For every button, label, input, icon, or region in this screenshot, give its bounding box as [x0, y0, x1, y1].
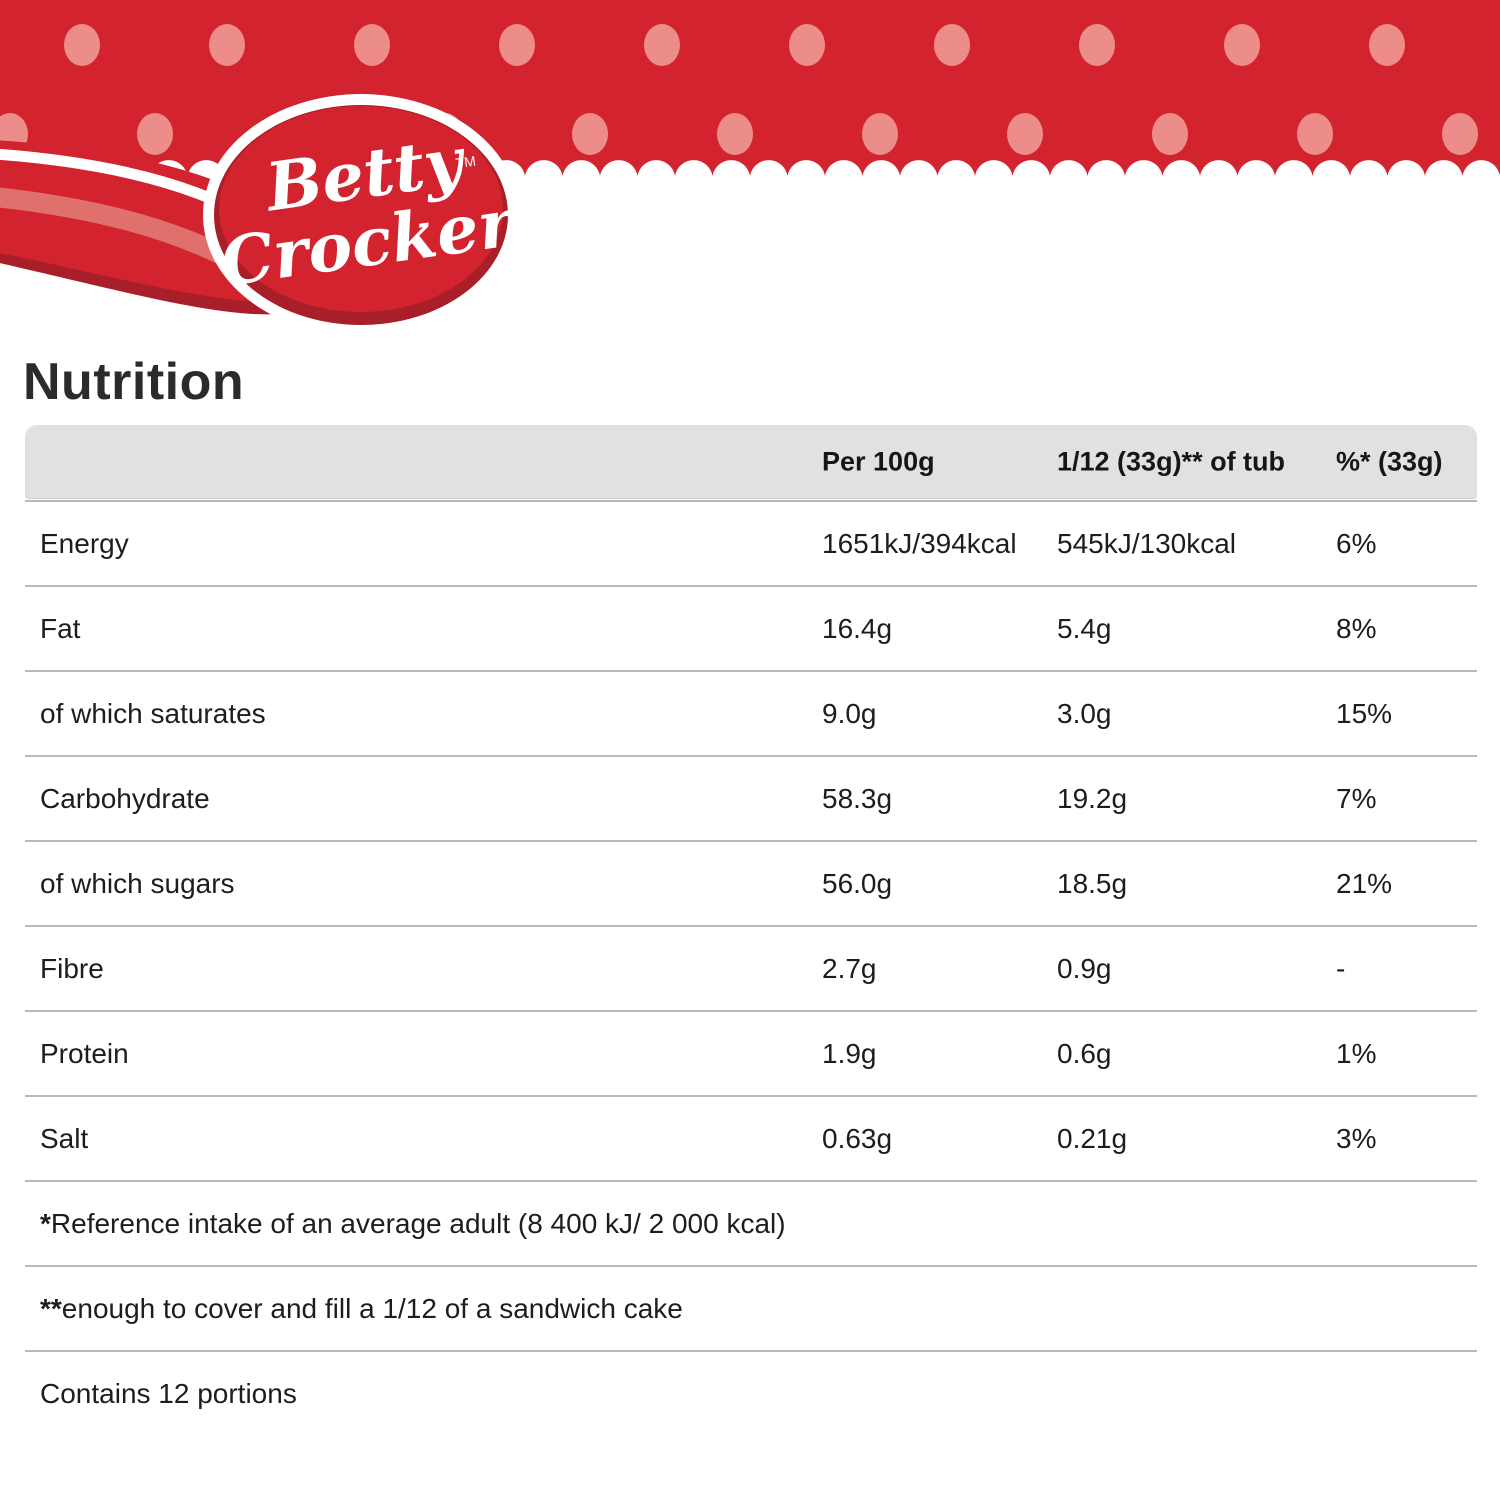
table-row: of which sugars 56.0g 18.5g 21%: [25, 840, 1477, 925]
table-footnotes: *Reference intake of an average adult (8…: [25, 1180, 1477, 1435]
value-per-100g: 0.63g: [822, 1122, 893, 1154]
nutrient-label: Energy: [40, 527, 129, 559]
value-ri-percent: 3%: [1336, 1122, 1377, 1154]
table-header-row: Per 100g 1/12 (33g)** of tub %* (33g): [25, 425, 1477, 498]
value-ri-percent: 6%: [1336, 527, 1377, 559]
value-ri-percent: 15%: [1336, 697, 1393, 729]
value-ri-percent: 7%: [1336, 782, 1377, 814]
footnote-row: **enough to cover and fill a 1/12 of a s…: [25, 1265, 1477, 1350]
table-row: Salt 0.63g 0.21g 3%: [25, 1095, 1477, 1180]
nutrient-label: of which saturates: [40, 697, 266, 729]
footnote-text: *Reference intake of an average adult (8…: [40, 1207, 786, 1239]
brand-banner: Betty TM Crocker: [0, 0, 1500, 336]
footnote-row: Contains 12 portions: [25, 1350, 1477, 1435]
betty-crocker-spoon-logo: Betty TM Crocker: [0, 94, 522, 336]
table-row: of which saturates 9.0g 3.0g 15%: [25, 670, 1477, 755]
value-ri-percent: -: [1336, 952, 1346, 984]
nutrient-label: Carbohydrate: [40, 782, 210, 814]
value-ri-percent: 21%: [1336, 867, 1393, 899]
value-per-100g: 1651kJ/394kcal: [822, 527, 1017, 559]
nutrient-label: Salt: [40, 1122, 89, 1154]
footnote-asterisk: *: [40, 1207, 51, 1239]
column-header-per-100g: Per 100g: [822, 446, 935, 476]
value-ri-percent: 8%: [1336, 612, 1377, 644]
value-per-100g: 9.0g: [822, 697, 877, 729]
footnote-text: **enough to cover and fill a 1/12 of a s…: [40, 1292, 683, 1324]
table-row: Protein 1.9g 0.6g 1%: [25, 1010, 1477, 1095]
footnote-row: *Reference intake of an average adult (8…: [25, 1180, 1477, 1265]
nutrient-label: Protein: [40, 1037, 129, 1069]
spoon-bowl-fill: [219, 106, 503, 312]
table-row: Fibre 2.7g 0.9g -: [25, 925, 1477, 1010]
value-per-portion: 5.4g: [1057, 612, 1112, 644]
nutrient-label: of which sugars: [40, 867, 235, 899]
page-title: Nutrition: [23, 353, 245, 411]
nutrient-label: Fibre: [40, 952, 104, 984]
table-row: Fat 16.4g 5.4g 8%: [25, 585, 1477, 670]
value-per-portion: 0.21g: [1057, 1122, 1128, 1154]
value-per-portion: 19.2g: [1057, 782, 1128, 814]
nutrient-label: Fat: [40, 612, 81, 644]
value-per-100g: 16.4g: [822, 612, 893, 644]
column-header-ri-percent: %* (33g): [1336, 446, 1443, 476]
value-per-100g: 2.7g: [822, 952, 877, 984]
table-row: Energy 1651kJ/394kcal 545kJ/130kcal 6%: [25, 500, 1477, 585]
value-per-portion: 3.0g: [1057, 697, 1112, 729]
footnote-text: Contains 12 portions: [40, 1377, 297, 1409]
nutrition-table: Per 100g 1/12 (33g)** of tub %* (33g) En…: [25, 425, 1477, 1435]
value-per-100g: 56.0g: [822, 867, 893, 899]
polka-dots-pattern: [0, 0, 1500, 158]
value-ri-percent: 1%: [1336, 1037, 1377, 1069]
value-per-portion: 0.9g: [1057, 952, 1112, 984]
value-per-100g: 1.9g: [822, 1037, 877, 1069]
table-row: Carbohydrate 58.3g 19.2g 7%: [25, 755, 1477, 840]
value-per-portion: 545kJ/130kcal: [1057, 527, 1237, 559]
footnote-asterisk: **: [40, 1292, 62, 1324]
value-per-portion: 18.5g: [1057, 867, 1128, 899]
table-body: Energy 1651kJ/394kcal 545kJ/130kcal 6% F…: [25, 500, 1477, 1180]
column-header-per-portion: 1/12 (33g)** of tub: [1057, 446, 1286, 476]
handle-pink-swoosh: [0, 187, 242, 270]
logo-trademark: TM: [455, 153, 477, 172]
value-per-portion: 0.6g: [1057, 1037, 1112, 1069]
value-per-100g: 58.3g: [822, 782, 893, 814]
